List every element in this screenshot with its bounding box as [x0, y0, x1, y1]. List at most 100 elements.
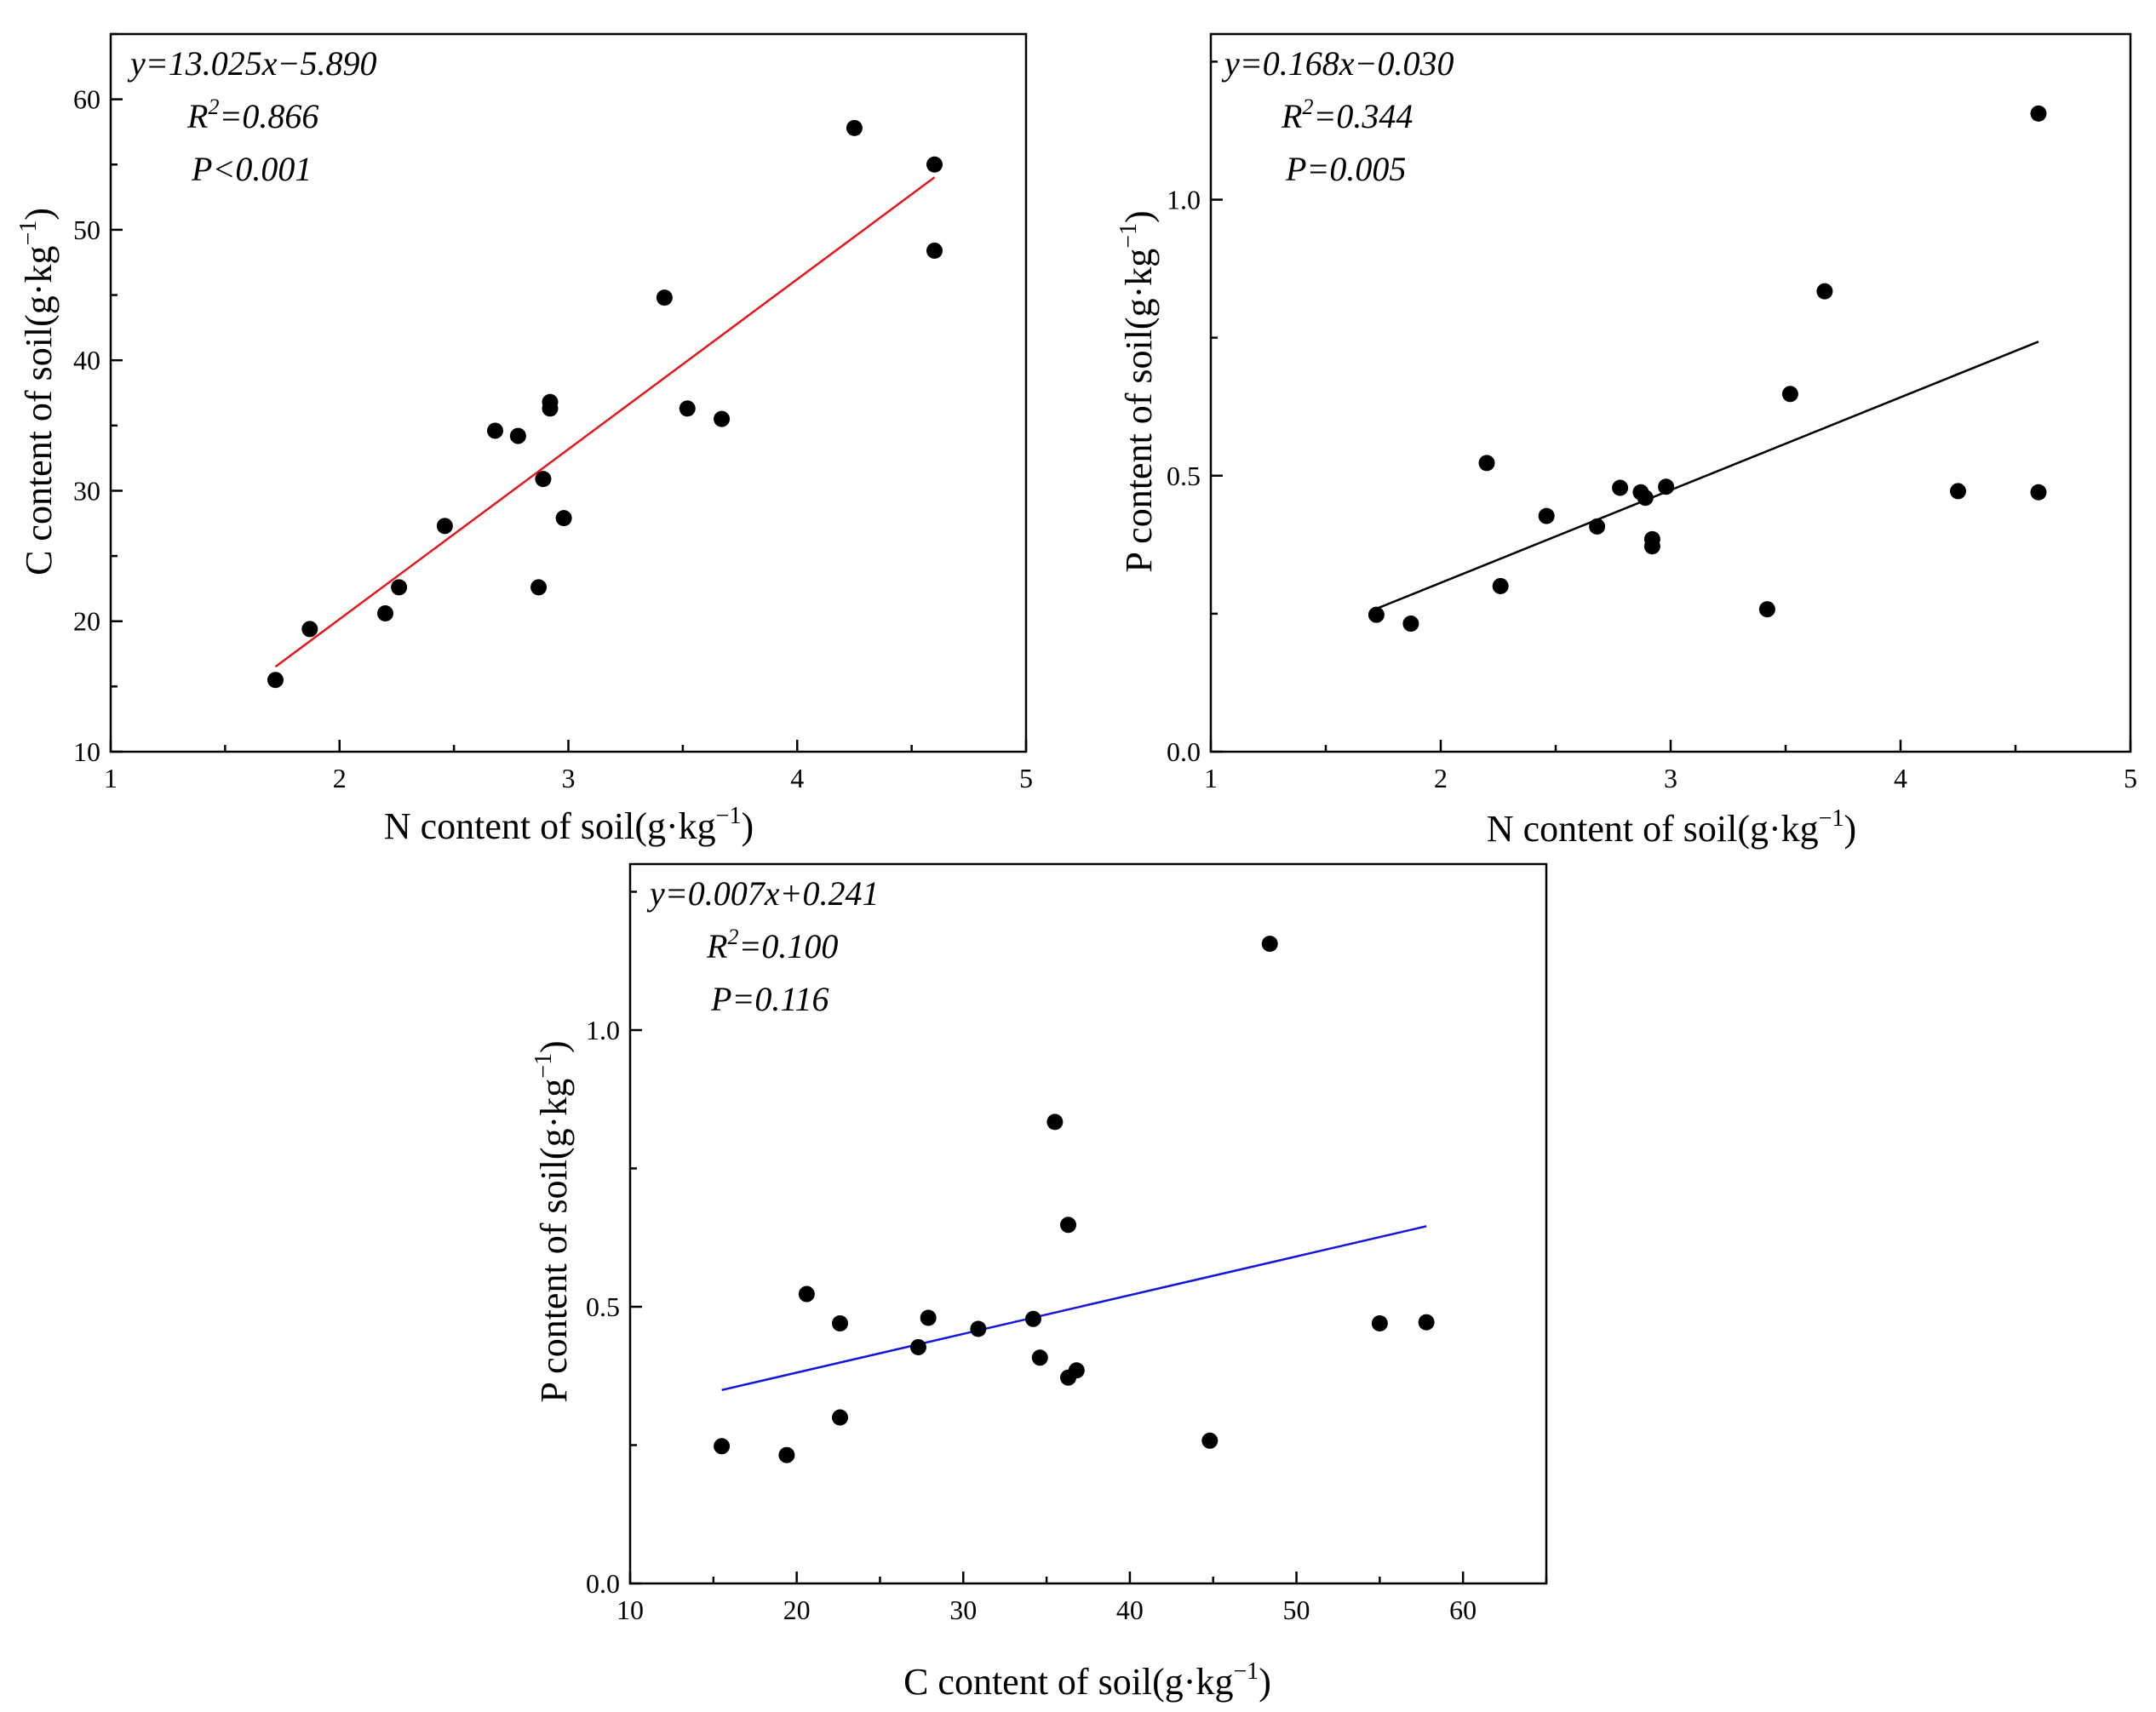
- annotation-r2: R2=0.866: [186, 94, 318, 135]
- data-point: [714, 410, 731, 427]
- y-axis-label-close: ): [1118, 210, 1160, 223]
- y-axis-label-main: P content of soil(g·kg: [1118, 249, 1160, 573]
- data-point: [1589, 518, 1606, 535]
- annotation-r2: R2=0.344: [1281, 94, 1413, 135]
- y-tick-label: 30: [73, 475, 100, 506]
- data-point: [679, 400, 696, 417]
- regression-line: [1375, 341, 2039, 610]
- data-point: [778, 1446, 795, 1463]
- data-point: [798, 1285, 815, 1303]
- x-axis-label-sup: −1: [1233, 1658, 1259, 1685]
- x-tick-label: 30: [949, 1595, 977, 1625]
- plot-frame: [628, 862, 1548, 1585]
- annotation-equation: y=0.168x−0.030: [1221, 44, 1454, 83]
- data-point: [2030, 105, 2047, 122]
- annotation-r2-prefix: R: [1281, 97, 1302, 135]
- annotation-r2-prefix: R: [186, 97, 208, 135]
- x-axis-label-main: N content of soil(g·kg: [384, 805, 716, 847]
- x-tick-label: 10: [616, 1595, 644, 1625]
- data-point: [1068, 1362, 1085, 1379]
- y-axis-label: C content of soil(g·kg−1): [15, 208, 60, 575]
- y-axis-label-close: ): [18, 208, 60, 220]
- data-point: [555, 510, 572, 527]
- data-point: [1538, 507, 1555, 524]
- panel-p-vs-n: 1 2 3 4 50.00.51.0N content of soil(g·kg−1)P…: [1115, 32, 2137, 850]
- y-axis-label-main: P content of soil(g·kg: [533, 1079, 575, 1403]
- annotation-r2-value: =0.866: [219, 97, 318, 135]
- annotation-equation: y=0.007x+0.241: [646, 874, 880, 913]
- data-point: [1371, 1315, 1388, 1331]
- data-point: [1418, 1314, 1435, 1331]
- y-tick-label: 1.0: [586, 1015, 620, 1045]
- panel-p-vs-c: 10 20 30 40 50 60 0.0 0.5 1.0 C content of soil(g…: [530, 862, 1548, 1703]
- y-tick-label: 0.0: [1167, 736, 1201, 767]
- plot-frame: [1209, 32, 2132, 753]
- y-tick-label: 50: [73, 215, 100, 245]
- data-point: [714, 1438, 731, 1455]
- data-point: [509, 427, 526, 444]
- data-point: [846, 119, 863, 136]
- data-point: [1658, 478, 1675, 495]
- x-tick-label: 4: [1894, 763, 1907, 793]
- x-tick-label: 2: [1434, 763, 1448, 793]
- data-point: [1478, 455, 1495, 472]
- y-tick-label: 60: [73, 84, 100, 115]
- data-point: [1031, 1349, 1048, 1366]
- x-tick-label: 5: [1019, 763, 1033, 793]
- data-point: [1781, 386, 1798, 403]
- data-point: [1637, 490, 1654, 507]
- data-point: [2030, 484, 2047, 501]
- data-point: [436, 518, 453, 535]
- x-tick-label: 1: [104, 763, 118, 793]
- annotation-p: P=0.116: [710, 980, 829, 1018]
- annotation-r2-prefix: R: [706, 927, 727, 965]
- data-point: [1402, 616, 1419, 633]
- x-tick-label: 1: [1204, 763, 1218, 793]
- data-point: [1046, 1114, 1064, 1131]
- regression-line: [721, 1225, 1427, 1392]
- x-tick-label: 3: [1664, 763, 1677, 793]
- x-tick-label: 3: [562, 763, 576, 793]
- data-point: [530, 579, 548, 596]
- x-tick-label: 4: [790, 763, 804, 793]
- y-tick-label: 1.0: [1167, 185, 1201, 215]
- data-point: [926, 242, 943, 259]
- data-point: [377, 605, 393, 622]
- data-point: [1492, 577, 1509, 594]
- y-tick-label: 20: [73, 606, 100, 637]
- y-tick-label: 10: [73, 736, 100, 767]
- regression-line: [274, 176, 936, 668]
- annotation-r2: R2=0.100: [706, 925, 838, 965]
- y-axis-label-main: C content of soil(g·kg: [18, 246, 60, 575]
- y-axis-label-close: ): [533, 1040, 575, 1053]
- data-point: [391, 579, 408, 596]
- x-tick-label: 20: [783, 1595, 811, 1625]
- x-axis-label-sup: −1: [1819, 805, 1844, 832]
- x-axis-label: N content of soil(g·kg−1): [1487, 805, 1856, 850]
- data-point: [1612, 479, 1629, 496]
- data-point: [1024, 1310, 1041, 1327]
- data-point: [909, 1338, 926, 1355]
- data-point: [1201, 1432, 1218, 1449]
- y-axis-label: P content of soil(g·kg−1): [1115, 210, 1160, 572]
- data-point: [832, 1315, 849, 1331]
- x-axis-label: N content of soil(g·kg−1): [384, 803, 754, 847]
- annotation-equation: y=13.025x−5.890: [127, 44, 377, 83]
- x-axis-label-close: ): [741, 805, 754, 847]
- y-axis-label: P content of soil(g·kg−1): [530, 1040, 575, 1402]
- data-point: [970, 1320, 987, 1337]
- x-axis-label: C content of soil(g·kg−1): [903, 1658, 1271, 1703]
- x-tick-label: 60: [1449, 1595, 1477, 1625]
- data-point: [1261, 936, 1278, 953]
- annotation-p: P<0.001: [191, 150, 312, 188]
- y-tick-label: 0.0: [586, 1568, 620, 1599]
- y-axis-label-sup: −1: [1115, 223, 1142, 249]
- data-point: [926, 156, 943, 173]
- data-point: [1060, 1217, 1077, 1234]
- data-point: [267, 672, 284, 689]
- x-axis-label-main: N content of soil(g·kg: [1487, 808, 1819, 850]
- plot-frame: [109, 32, 1028, 753]
- x-tick-label: 2: [333, 763, 347, 793]
